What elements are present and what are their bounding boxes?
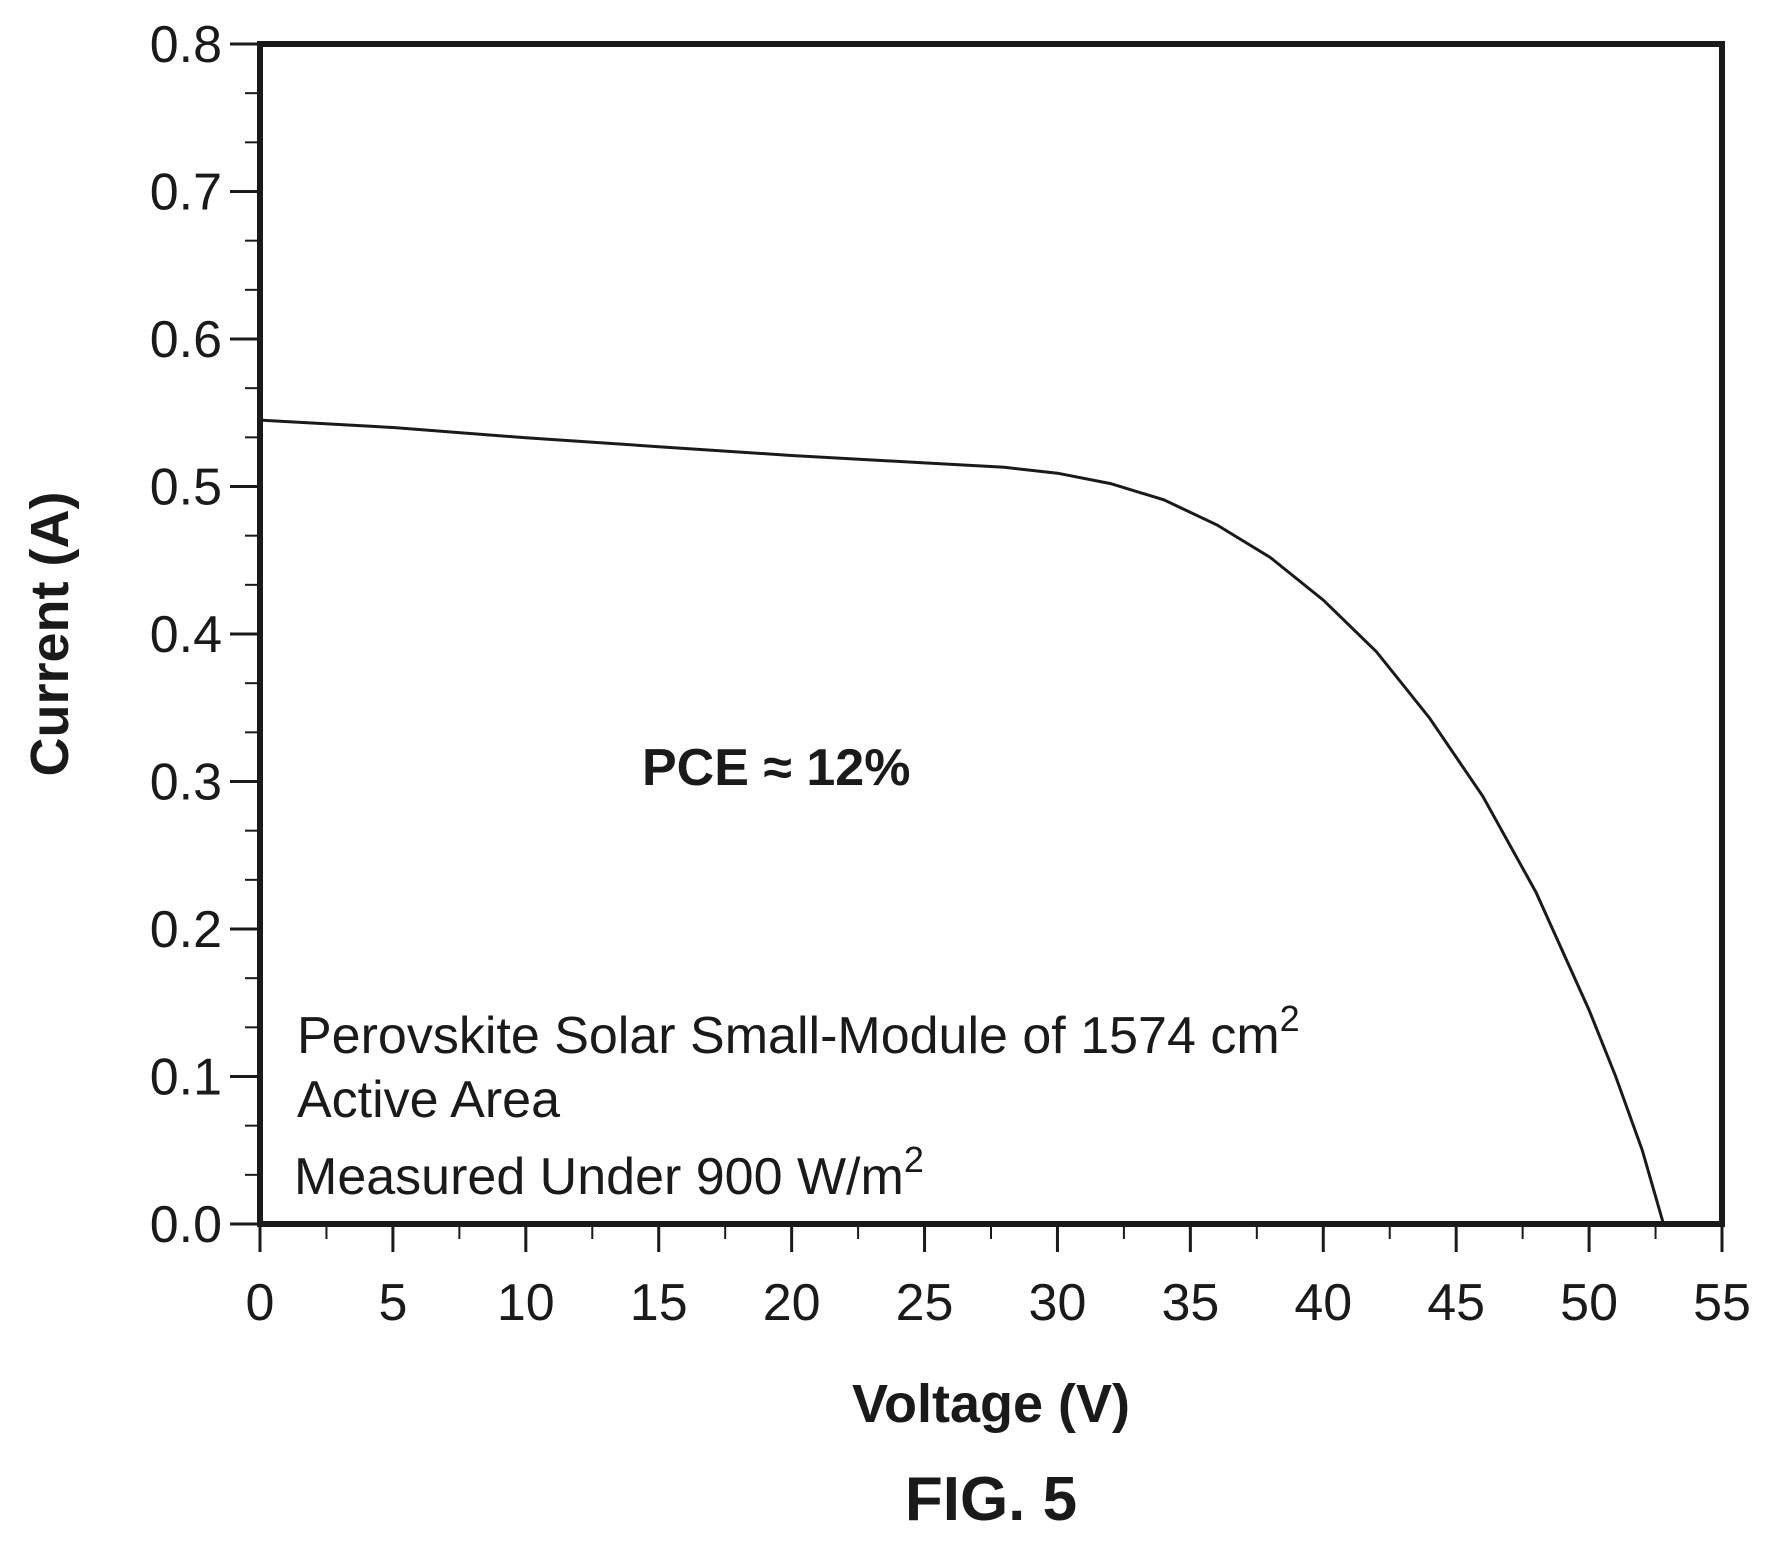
- y-axis-ticks: [230, 42, 260, 1226]
- x-axis-title: Voltage (V): [852, 1374, 1130, 1434]
- y-tick-label: 0.3: [150, 754, 222, 812]
- iv-curve-line: [259, 418, 1665, 1225]
- y-tick-label: 0.8: [150, 16, 222, 74]
- x-tick-label: 20: [763, 1274, 821, 1332]
- pce-annotation: PCE ≈ 12%: [642, 739, 910, 797]
- x-tick-label: 25: [896, 1274, 954, 1332]
- x-tick-label: 15: [630, 1274, 688, 1332]
- y-axis-title: Current (A): [20, 492, 80, 777]
- y-tick-label: 0.5: [150, 459, 222, 517]
- x-tick-label: 40: [1294, 1274, 1352, 1332]
- x-tick-label: 55: [1693, 1274, 1751, 1332]
- x-tick-label: 5: [378, 1274, 407, 1332]
- x-tick-label: 30: [1029, 1274, 1087, 1332]
- y-axis-tick-labels: 0.0 0.1 0.2 0.3 0.4 0.5 0.6 0.7 0.8: [150, 16, 222, 1254]
- x-axis-tick-labels: 0 5 10 15 20 25 30 35 40 45 50 55: [246, 1274, 1751, 1332]
- module-annotation-line1: Perovskite Solar Small-Module of 1574 cm…: [297, 998, 1300, 1065]
- module-annotation-line2: Active Area: [297, 1071, 560, 1129]
- y-tick-label: 0.7: [150, 164, 222, 222]
- y-tick-label: 0.6: [150, 311, 222, 369]
- module-annotation-line3: Measured Under 900 W/m2: [294, 1139, 924, 1206]
- y-tick-label: 0.1: [150, 1049, 222, 1107]
- y-tick-label: 0.2: [150, 901, 222, 959]
- plot-frame: [257, 41, 1725, 1227]
- x-tick-label: 35: [1161, 1274, 1219, 1332]
- figure-label: FIG. 5: [905, 1465, 1077, 1534]
- superscript-2: 2: [904, 1139, 924, 1180]
- x-tick-label: 10: [497, 1274, 555, 1332]
- x-axis-ticks: [258, 1224, 1724, 1252]
- y-tick-label: 0.0: [150, 1196, 222, 1254]
- x-tick-label: 50: [1560, 1274, 1618, 1332]
- x-tick-label: 0: [246, 1274, 275, 1332]
- superscript-2: 2: [1280, 998, 1300, 1039]
- y-tick-label: 0.4: [150, 606, 222, 664]
- x-tick-label: 45: [1427, 1274, 1485, 1332]
